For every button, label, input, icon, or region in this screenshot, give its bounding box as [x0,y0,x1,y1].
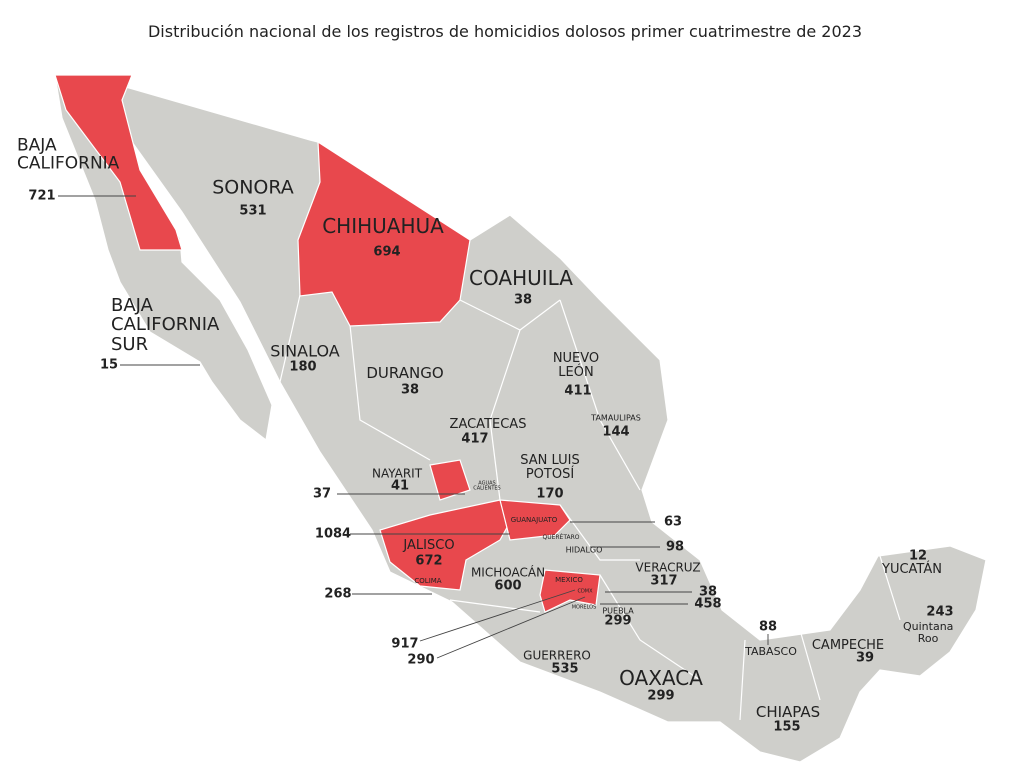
estado-de-mexico [539,569,601,613]
state-value: 917 [391,636,419,652]
state-value: 268 [324,586,352,602]
state-value: 417 [461,431,489,447]
aguascalientes [429,459,471,501]
state-name: SONORA [212,176,294,199]
state-value: 721 [28,188,56,204]
state-name: SINALOA [270,341,340,361]
map-title: Distribución nacional de los registros d… [147,22,862,41]
state-name: PUEBLA [602,606,634,616]
state-name: YUCATÁN [882,561,942,577]
leader-line [436,596,586,659]
highlighted-states [54,74,601,613]
state-name: MEXICO [555,576,583,585]
state-name: BAJA CALIFORNIA SUR [111,294,220,355]
state-value: 243 [926,604,954,620]
state-value: 535 [551,661,579,677]
state-name: BAJA CALIFORNIA [17,135,120,174]
state-name: SAN LUIS POTOSÍ [520,452,580,482]
guanajuato [499,499,571,541]
state-value: 41 [390,478,410,494]
state-name: CHIAPAS [755,702,821,721]
jalisco [379,499,511,591]
state-name: MORELOS [571,604,597,611]
state-value: 15 [99,357,119,373]
state-value: 1084 [314,526,352,542]
state-value: 672 [415,553,443,569]
state-value: 317 [650,573,678,589]
state-name: AGUAS CALIENTES [473,480,501,492]
state-name: NUEVO LEÓN [552,350,600,380]
state-name: TAMAULIPAS [591,413,641,423]
state-value: 299 [604,613,632,629]
state-value: 411 [564,383,592,399]
state-value: 38 [698,584,718,600]
leader-lines [58,195,769,659]
state-value: 144 [602,424,630,440]
state-value: 170 [536,486,564,502]
state-value: 88 [758,619,778,635]
state-border [279,294,901,721]
state-name: JALISCO [403,537,455,553]
state-name: TABASCO [745,645,797,659]
state-name: CHIHUAHUA [322,214,444,239]
state-name: CAMPECHE [811,637,885,653]
state-value: 98 [665,539,685,555]
state-value: 694 [373,244,401,260]
state-value: 38 [400,382,420,398]
state-name: NAYARIT [371,466,423,481]
state-name: GUERRERO [523,648,591,663]
state-name: CDMX [577,588,593,595]
state-name: OAXACA [619,666,703,691]
state-name: GUANAJUATO [510,516,558,525]
state-name: HIDALGO [565,545,603,555]
state-value: 39 [855,650,875,666]
state-name: VERACRUZ [635,560,701,575]
state-value: 155 [773,719,801,735]
state-value: 37 [312,486,332,502]
state-value: 299 [647,688,675,704]
state-value: 38 [513,292,533,308]
state-value: 290 [407,652,435,668]
state-name: MICHOACÁN [470,565,546,580]
leader-line [419,589,576,642]
state-value: 600 [494,578,522,594]
state-name: ZACATECAS [449,416,527,432]
state-name: COAHUILA [469,266,573,291]
state-value: 63 [663,514,683,530]
state-value: 458 [694,596,722,612]
state-name: DURANGO [366,363,444,382]
state-name: QUERÉTARO [542,533,580,541]
chihuahua [297,140,471,327]
state-value: 180 [289,359,317,375]
state-value: 12 [908,548,928,564]
state-name: COLIMA [414,577,442,586]
baja-california [54,74,183,251]
state-name: Quintana Roo [903,620,954,645]
state-value: 531 [239,203,267,219]
